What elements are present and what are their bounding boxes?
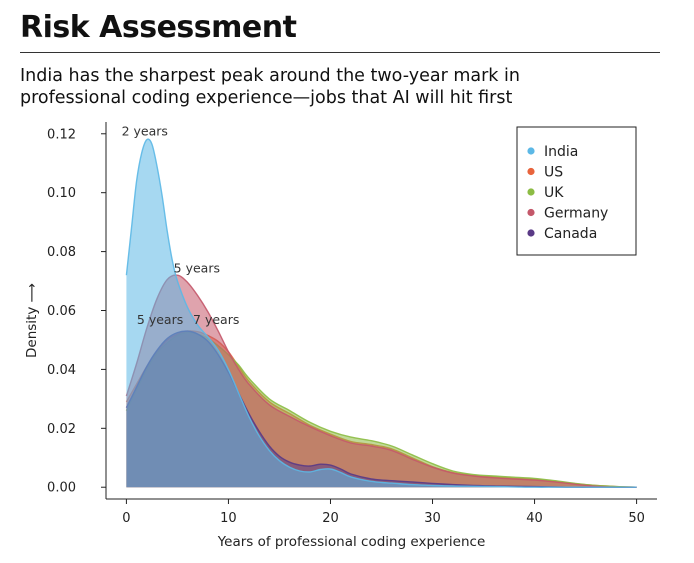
peak-annotation: 2 years (122, 124, 168, 139)
legend-swatch-germany (527, 208, 535, 217)
y-tick-label: 0.08 (47, 245, 76, 260)
subtitle-line-1: India has the sharpest peak around the t… (20, 66, 520, 86)
x-tick-label: 40 (526, 511, 543, 526)
y-axis-label: Density ⟶ (24, 283, 40, 358)
x-axis-label: Years of professional coding experience (217, 534, 486, 550)
legend-swatch-uk (527, 188, 535, 196)
line-india (125, 138, 637, 488)
legend-swatch-canada (527, 229, 535, 237)
y-tick-label: 0.12 (47, 127, 76, 142)
line-germany (125, 274, 637, 488)
x-ticks: 0 10 20 30 40 50 (122, 499, 645, 526)
y-tick-label: 0.10 (47, 186, 76, 201)
y-tick-label: 0.06 (47, 304, 76, 319)
legend-box (516, 126, 637, 256)
x-tick-label: 50 (628, 511, 645, 526)
peak-annotation: 5 years (174, 261, 220, 276)
y-tick-label: 0.02 (47, 422, 76, 437)
legend-label-us: US (544, 165, 563, 181)
title-divider (20, 52, 660, 53)
area-india (126, 139, 637, 488)
peak-annotation: 7 years (193, 312, 239, 327)
legend-label-germany: Germany (544, 206, 608, 222)
peak-annotation: 5 years (137, 312, 183, 327)
x-tick-label: 20 (322, 511, 339, 526)
chart-subtitle: India has the sharpest peak around the t… (20, 65, 660, 109)
chart-header: Risk Assessment India has the sharpest p… (20, 8, 660, 109)
legend-label-uk: UK (544, 185, 564, 201)
legend-swatch-india (527, 147, 535, 155)
legend: India US UK Germany Canada (516, 126, 637, 256)
legend-swatch-us (527, 167, 535, 176)
x-tick-label: 0 (122, 511, 130, 526)
x-tick-label: 30 (424, 511, 441, 526)
chart-title: Risk Assessment (20, 10, 297, 45)
y-ticks: 0.00 0.02 0.04 0.06 0.08 0.10 0.12 (47, 127, 106, 496)
y-tick-label: 0.04 (47, 363, 76, 378)
legend-label-india: India (544, 144, 578, 160)
peak-annotations: 2 years 5 years 5 years 7 years (122, 124, 240, 328)
y-tick-label: 0.00 (47, 481, 76, 496)
legend-label-canada: Canada (544, 226, 597, 242)
x-tick-label: 10 (220, 511, 237, 526)
density-areas (125, 138, 637, 488)
subtitle-line-2: professional coding experience—jobs that… (20, 88, 513, 108)
